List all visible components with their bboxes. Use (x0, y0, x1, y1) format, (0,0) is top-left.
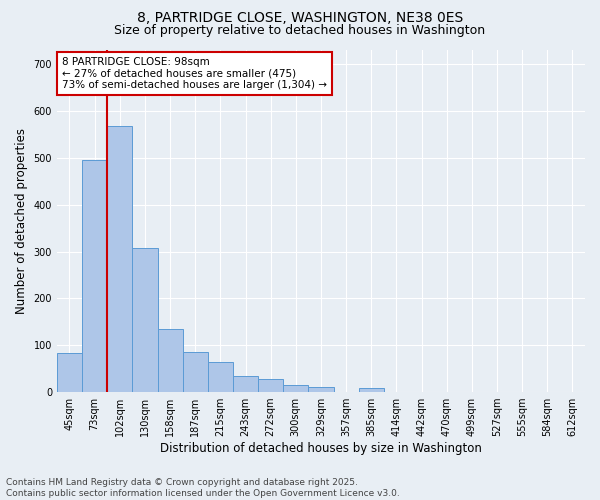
Bar (233, 376, 258, 392)
Bar (258, 379, 283, 392)
Bar (308, 388, 334, 392)
Bar (182, 352, 208, 392)
Bar (133, 248, 158, 392)
X-axis label: Distribution of detached houses by size in Washington: Distribution of detached houses by size … (160, 442, 482, 455)
Bar (107, 126, 133, 392)
Text: 8 PARTRIDGE CLOSE: 98sqm
← 27% of detached houses are smaller (475)
73% of semi-: 8 PARTRIDGE CLOSE: 98sqm ← 27% of detach… (62, 57, 327, 90)
Bar (158, 329, 182, 392)
Bar (82, 160, 107, 392)
Text: Size of property relative to detached houses in Washington: Size of property relative to detached ho… (115, 24, 485, 37)
Bar (57, 353, 82, 392)
Bar (283, 385, 308, 392)
Bar (208, 362, 233, 392)
Bar (359, 388, 384, 392)
Text: Contains HM Land Registry data © Crown copyright and database right 2025.
Contai: Contains HM Land Registry data © Crown c… (6, 478, 400, 498)
Y-axis label: Number of detached properties: Number of detached properties (15, 128, 28, 314)
Text: 8, PARTRIDGE CLOSE, WASHINGTON, NE38 0ES: 8, PARTRIDGE CLOSE, WASHINGTON, NE38 0ES (137, 11, 463, 25)
